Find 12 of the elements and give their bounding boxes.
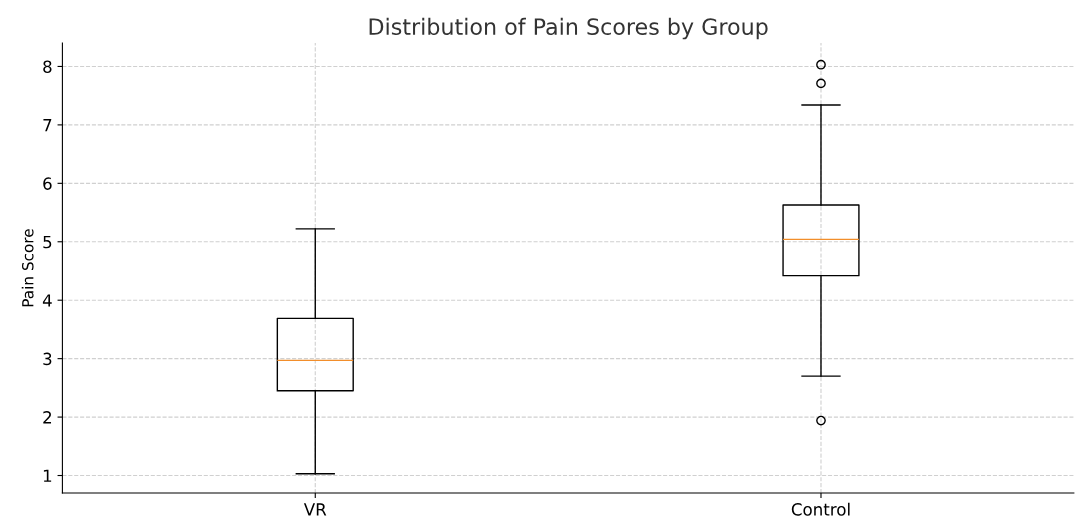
y-tick-label: 2: [43, 411, 52, 424]
y-tick-label: 6: [43, 177, 52, 190]
x-tick-label: Control: [791, 502, 850, 516]
x-tick-label: VR: [303, 503, 327, 516]
y-tick-label: 8: [43, 60, 52, 74]
y-tick-label: 3: [43, 352, 52, 366]
y-tick-label: 1: [43, 469, 52, 482]
chart-title: Distribution of Pain Scores by Group: [369, 17, 768, 40]
y-tick-label: 7: [43, 119, 52, 132]
y-tick-label: 5: [43, 235, 52, 249]
y-axis-title: Pain Score: [21, 229, 34, 307]
y-tick-label: 4: [42, 294, 52, 307]
